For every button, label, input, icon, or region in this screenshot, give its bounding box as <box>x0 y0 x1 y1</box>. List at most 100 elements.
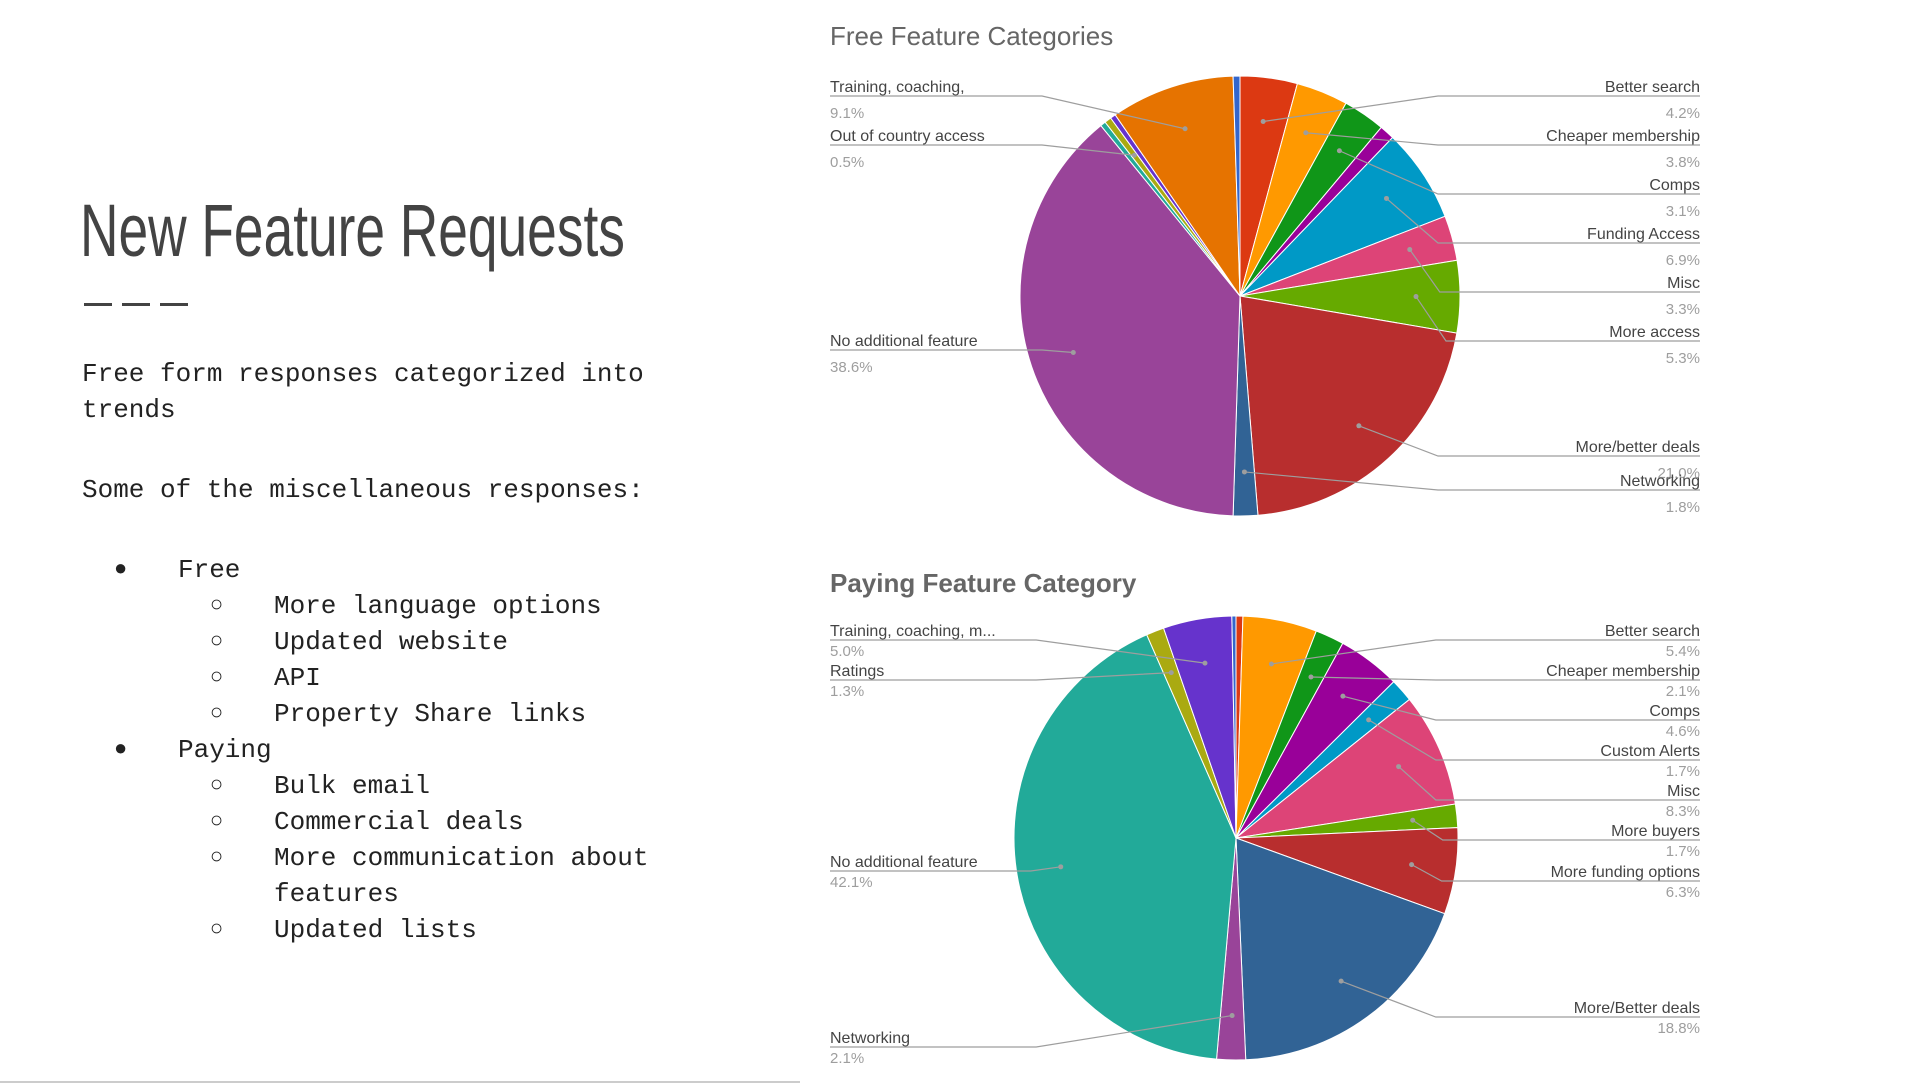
bottom-divider <box>0 1081 800 1083</box>
bullet-list: ● Free ○ More language options ○ Updated we… <box>82 552 722 948</box>
slice-percent: 3.1% <box>1666 203 1700 220</box>
leader-line <box>1398 766 1700 801</box>
slice-label: Cheaper membership <box>1546 663 1700 680</box>
pie-slice-no-additional-feature[interactable] <box>1019 124 1241 517</box>
pie-slice-more-better-deals[interactable] <box>1239 295 1458 516</box>
leader-line <box>1368 719 1700 761</box>
paying-feature-pie-chart: Paying Feature Category Better search 5.4%… <box>830 568 1700 1067</box>
slice-percent: 4.2% <box>1666 105 1700 122</box>
bullet-icon: ● <box>114 557 128 582</box>
slice-percent: 3.3% <box>1666 301 1700 318</box>
slice-label: More access <box>1609 324 1700 341</box>
page-title: New Feature Requests <box>80 189 625 272</box>
pie-slices <box>1019 75 1461 517</box>
slice-percent: 5.0% <box>830 643 864 660</box>
slide-body: Free form responses categorized into tre… <box>82 356 722 948</box>
slice-percent: 1.7% <box>1666 763 1700 780</box>
slice-percent: 21.0% <box>1657 465 1700 482</box>
leader-dot <box>1241 469 1247 475</box>
leader-line <box>1386 197 1700 244</box>
slice-percent: 18.8% <box>1657 1020 1700 1037</box>
slice-percent: 1.8% <box>1666 499 1700 516</box>
slice-label: Misc <box>1667 275 1700 292</box>
slice-label: Networking <box>830 1030 910 1047</box>
slice-percent: 3.8% <box>1666 154 1700 171</box>
leader-line <box>830 95 1186 130</box>
leader-line <box>1263 95 1700 123</box>
slide-text-panel: New Feature Requests Free form responses… <box>0 0 800 1083</box>
leader-dot <box>1202 660 1208 666</box>
slice-percent: 8.3% <box>1666 803 1700 820</box>
leader-line <box>830 639 1206 664</box>
list-item: ○ Property Share links <box>82 696 722 732</box>
list-item: ○ Updated website <box>82 624 722 660</box>
slice-label: More/better deals <box>1575 439 1700 456</box>
slice-percent: 6.9% <box>1666 252 1700 269</box>
leader-line <box>1305 132 1700 146</box>
slice-label: Funding Access <box>1587 226 1700 243</box>
leader-line <box>830 866 1061 872</box>
circle-bullet-icon: ○ <box>210 845 224 870</box>
leader-line <box>1310 676 1700 681</box>
slice-percent: 38.6% <box>830 359 873 376</box>
leader-line <box>1342 695 1700 721</box>
pie-labels: Better search 4.2% Cheaper membership 3.8% C… <box>830 79 1700 516</box>
slice-label: Ratings <box>830 663 884 680</box>
leader-line <box>1415 296 1700 342</box>
leader-dot <box>1260 119 1266 125</box>
slice-label: Comps <box>1649 703 1700 720</box>
circle-bullet-icon: ○ <box>210 701 224 726</box>
list-item: ● Paying <box>82 732 722 768</box>
circle-bullet-icon: ○ <box>210 809 224 834</box>
slice-percent: 42.1% <box>830 874 873 891</box>
circle-bullet-icon: ○ <box>210 593 224 618</box>
pie-slices <box>1013 615 1459 1061</box>
slice-label: Custom Alerts <box>1600 743 1700 760</box>
slice-percent: 9.1% <box>830 105 864 122</box>
slice-label: Networking <box>1620 473 1700 490</box>
list-item: ○ More language options <box>82 588 722 624</box>
leader-line <box>1271 639 1700 665</box>
leader-dot <box>1409 862 1415 868</box>
free-feature-pie-chart: Free Feature Categories Better search 4.2%… <box>830 21 1700 517</box>
list-item: ○ Bulk email <box>82 768 722 804</box>
list-item: ● Free <box>82 552 722 588</box>
list-item: ○ Commercial deals <box>82 804 722 840</box>
leader-line <box>1412 819 1700 841</box>
circle-bullet-icon: ○ <box>210 629 224 654</box>
slice-label: Training, coaching, <box>830 79 965 96</box>
pie-slice-no-additional-feature[interactable] <box>1013 634 1237 1060</box>
pie-slice-more-better-deals[interactable] <box>1235 837 1446 1061</box>
slice-label: Cheaper membership <box>1546 128 1700 145</box>
leader-line <box>830 1014 1233 1048</box>
circle-bullet-icon: ○ <box>210 917 224 942</box>
slice-label: Misc <box>1667 783 1700 800</box>
pie-slice[interactable] <box>1232 75 1241 297</box>
slice-percent: 4.6% <box>1666 723 1700 740</box>
pie-labels: Better search 5.4% Cheaper membership 2.1% C… <box>830 623 1700 1067</box>
chart-title: Paying Feature Category <box>830 568 1137 598</box>
slice-percent: 1.3% <box>830 683 864 700</box>
slice-label: More funding options <box>1551 864 1700 881</box>
leader-line <box>1358 425 1700 457</box>
pie-slice-training-coaching[interactable] <box>1114 75 1241 298</box>
slice-percent: 0.5% <box>830 154 864 171</box>
slice-label: Better search <box>1605 79 1700 96</box>
slice-label: More buyers <box>1611 823 1700 840</box>
slice-label: Out of country access <box>830 128 985 145</box>
slice-label: Training, coaching, m... <box>830 623 996 640</box>
bullet-icon: ● <box>114 737 128 762</box>
circle-bullet-icon: ○ <box>210 665 224 690</box>
list-item: ○ Updated lists <box>82 912 722 948</box>
slice-label: Better search <box>1605 623 1700 640</box>
chart-title: Free Feature Categories <box>830 21 1113 51</box>
slice-label: No additional feature <box>830 333 978 350</box>
leader-line <box>830 672 1172 681</box>
leader-line <box>1244 471 1700 491</box>
misc-heading: Some of the miscellaneous responses: <box>82 475 644 505</box>
circle-bullet-icon: ○ <box>210 773 224 798</box>
pie-slice[interactable] <box>1231 615 1237 839</box>
slice-percent: 5.4% <box>1666 643 1700 660</box>
leader-line <box>830 144 1135 156</box>
slice-percent: 5.3% <box>1666 350 1700 367</box>
